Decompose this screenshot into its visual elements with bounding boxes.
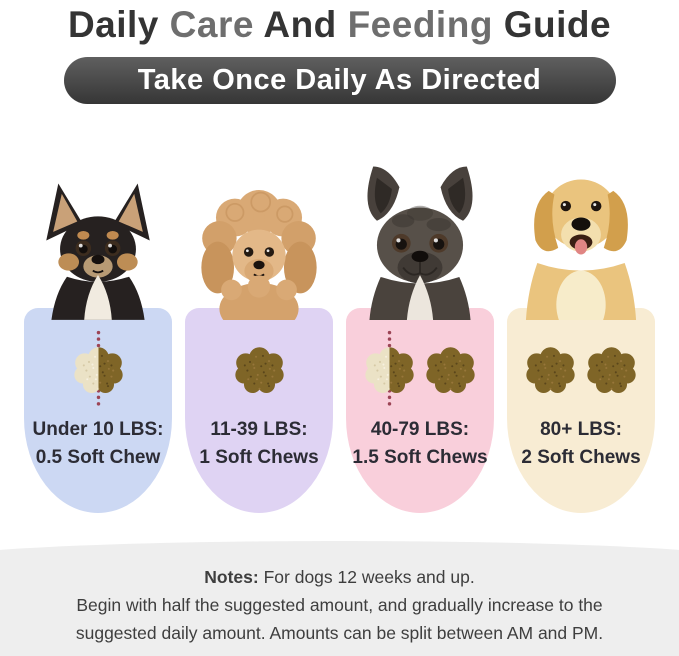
dose-card: 40-79 LBS: 1.5 Soft Chews [346,308,494,513]
dose-card: 80+ LBS: 2 Soft Chews [507,308,655,513]
weight-range-label: Under 10 LBS: [32,419,164,440]
dose-amount-label: 0.5 Soft Chew [35,447,161,468]
full-chew-icon [587,347,636,394]
chew-icons [507,308,655,416]
dosing-banner: Take Once Daily As Directed [63,57,616,104]
weight-range-label: 40-79 LBS: [370,419,470,440]
dose-card: 11-39 LBS: 1 Soft Chews [185,308,333,513]
dose-card-column-french-bulldog: 40-79 LBS: 1.5 Soft Chews [346,112,494,513]
half-chew-icon [73,330,123,406]
dose-card-column-poodle: 11-39 LBS: 1 Soft Chews [185,112,333,513]
notes-text: Notes: For dogs 12 weeks and up. Begin w… [0,541,679,647]
title-word: And [263,4,337,45]
title-word: Daily [67,4,159,45]
half-chew-icon [365,330,414,406]
dog-photo-poodle [201,190,317,320]
notes-line-1-text: For dogs 12 weeks and up. [263,567,475,587]
dose-card: Under 10 LBS: 0.5 Soft Chew [24,308,172,513]
dose-amount-label: 1.5 Soft Chews [352,447,488,468]
page-title: Daily Care And Feeding Guide [0,2,679,48]
dose-amount-label: 1 Soft Chews [199,447,319,468]
dog-photo-wrap [185,112,333,320]
dog-photo-wrap [345,112,495,320]
full-chew-icon [234,347,284,394]
dog-photo-chihuahua [46,183,150,320]
weight-range-label: 11-39 LBS: [210,419,308,440]
dose-card-column-chihuahua: Under 10 LBS: 0.5 Soft Chew [24,112,172,513]
full-chew-icon [526,347,575,394]
notes-line-2: Begin with half the suggested amount, an… [76,595,603,615]
dose-card-column-golden-retriever: 80+ LBS: 2 Soft Chews [507,112,655,513]
title-word: Feeding [347,4,493,45]
chew-icons [185,308,333,416]
chew-icons [346,308,494,416]
dog-photo-golden-retriever [525,179,637,320]
full-chew-icon [426,347,475,394]
notes-section: Notes: For dogs 12 weeks and up. Begin w… [0,541,679,656]
dose-amount-label: 2 Soft Chews [521,447,641,468]
dog-photo-wrap [29,112,167,320]
dog-photo-wrap [505,112,657,320]
dog-photo-french-bulldog [367,166,473,320]
title-word: Guide [503,4,612,45]
dose-cards-row: Under 10 LBS: 0.5 Soft Chew [0,112,679,513]
notes-label: Notes: [204,567,259,587]
notes-line-1: Notes: For dogs 12 weeks and up. [0,541,679,591]
chew-icons [24,308,172,416]
notes-line-3: suggested daily amount. Amounts can be s… [75,623,604,643]
dosing-banner-label: Take Once Daily As Directed [137,64,542,96]
weight-range-label: 80+ LBS: [540,419,622,440]
title-word: Care [169,4,254,45]
